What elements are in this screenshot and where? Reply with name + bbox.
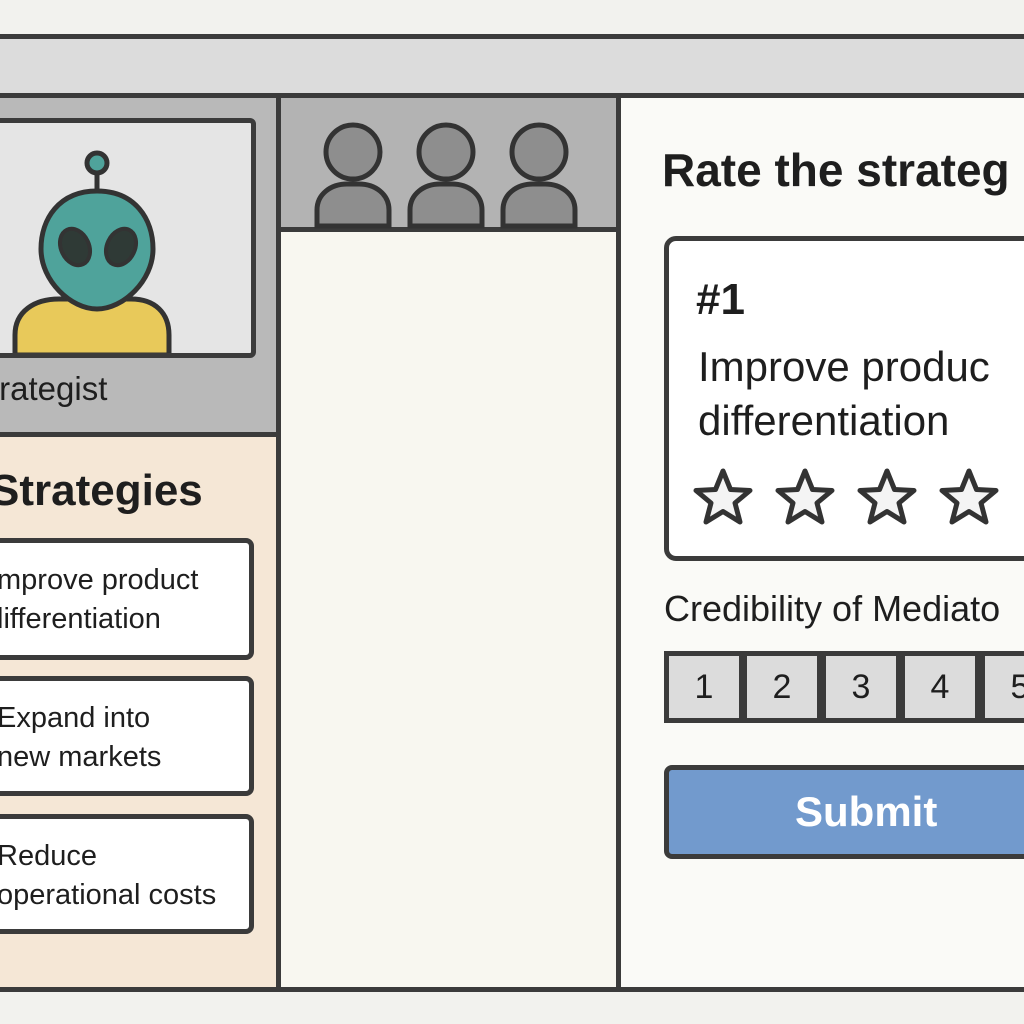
star-outline-icon[interactable]	[938, 466, 1000, 528]
strategy-text-line: Improve produc	[698, 343, 990, 390]
speaker-name: trategist	[0, 370, 108, 407]
person-icon[interactable]	[497, 122, 581, 230]
person-icon[interactable]	[311, 122, 395, 230]
credibility-option-3[interactable]: 3	[821, 651, 901, 723]
star-outline-icon[interactable]	[774, 466, 836, 528]
person-icon[interactable]	[404, 122, 488, 230]
strategy-text-line: differentiation	[698, 397, 950, 444]
star-outline-icon[interactable]	[856, 466, 918, 528]
submit-button[interactable]: Submit	[664, 765, 1024, 859]
window-titlebar	[0, 34, 1024, 98]
credibility-label: Credibility of Mediato	[664, 588, 1001, 629]
star-outline-icon[interactable]	[692, 466, 754, 528]
participants-bar	[276, 93, 621, 232]
credibility-option-4[interactable]: 4	[900, 651, 980, 723]
strategy-card[interactable]: Expand into new markets	[0, 676, 254, 796]
strategy-card[interactable]: mprove product lifferentiation	[0, 538, 254, 660]
strategy-card-line: lifferentiation	[0, 603, 161, 635]
strategy-card[interactable]: Reduce operational costs	[0, 814, 254, 934]
credibility-option-2[interactable]: 2	[742, 651, 822, 723]
strategy-card-line: mprove product	[0, 564, 199, 596]
strategy-card-line: operational costs	[0, 879, 217, 911]
strategies-title: Strategies	[0, 466, 203, 515]
strategy-card-line: new markets	[0, 741, 162, 773]
speaker-video-tile[interactable]	[0, 118, 256, 358]
strategy-card-line: Reduce	[0, 840, 97, 872]
strategy-card-line: Expand into	[0, 702, 151, 734]
shared-workspace	[276, 93, 621, 992]
credibility-option-1[interactable]: 1	[664, 651, 744, 723]
rating-title: Rate the strateg	[662, 144, 1010, 196]
strategy-number: #1	[696, 275, 745, 324]
alien-avatar-icon	[12, 150, 172, 353]
strategy-text: Improve produc differentiation	[698, 340, 990, 448]
credibility-option-5[interactable]: 5	[980, 651, 1024, 723]
